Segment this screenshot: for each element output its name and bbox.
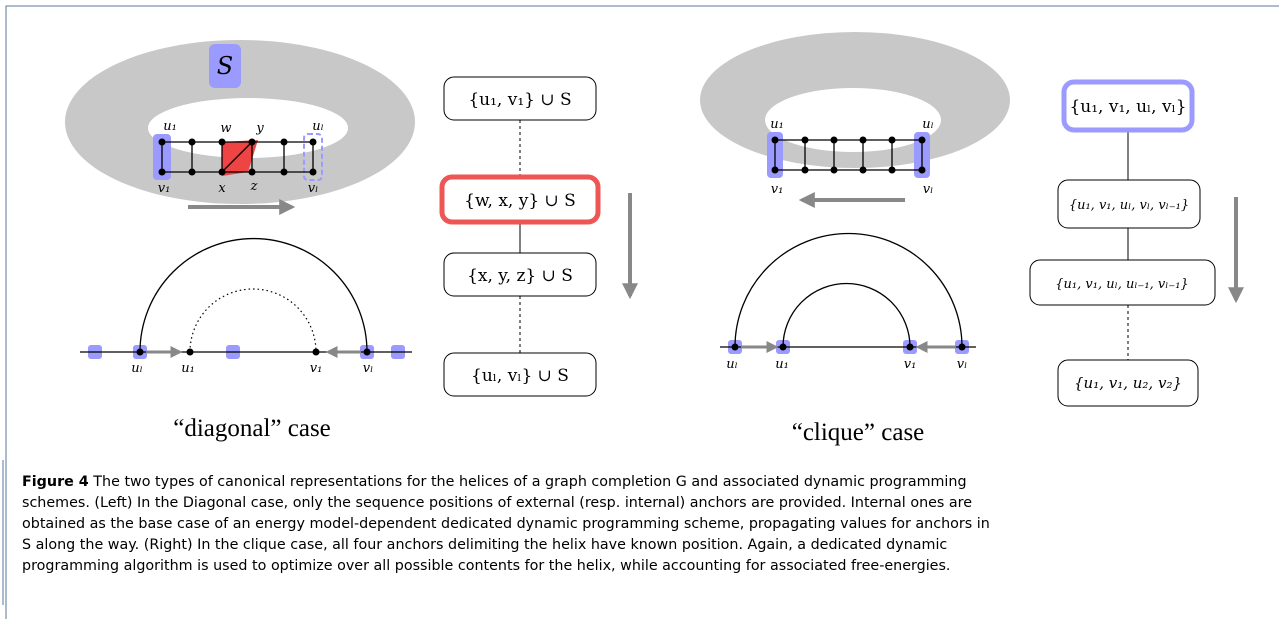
- case-label: “clique” case: [792, 419, 925, 446]
- label: u₁: [163, 119, 177, 134]
- node-box: [1061, 79, 1195, 133]
- label: u₁: [181, 361, 195, 376]
- frame: [5, 5, 1279, 619]
- dots: [731, 343, 966, 351]
- label: uₗ: [312, 119, 324, 134]
- label: v₁: [310, 361, 323, 376]
- node-box: [443, 252, 597, 297]
- label: vₗ: [957, 357, 968, 372]
- node-box: [443, 352, 597, 397]
- label: uₗ: [131, 361, 143, 376]
- label: x: [218, 181, 226, 196]
- node-box: [1057, 179, 1201, 229]
- node-label: {u₁, v₁, uₗ, vₗ}: [1069, 97, 1186, 117]
- label: u₁: [775, 357, 789, 372]
- caption-label: Figure 4: [22, 474, 89, 490]
- node-box: [439, 174, 601, 225]
- label: uₗ: [726, 357, 738, 372]
- arc: [189, 288, 317, 353]
- label: z: [250, 179, 258, 194]
- ring: [700, 32, 1010, 168]
- node-box: [443, 76, 597, 121]
- node-box: [1057, 359, 1199, 407]
- triangle: [222, 140, 258, 176]
- label: vₗ: [308, 181, 319, 196]
- label: v₁: [158, 181, 171, 196]
- label: uₗ: [922, 117, 934, 132]
- set-box: [209, 44, 241, 88]
- arc: [782, 282, 911, 348]
- right-panel: u₁ uₗ v₁ vₗ uₗ u₁ v₁ vₗ “clique” case {u…: [700, 32, 1244, 446]
- caption-line: obtained as the base case of an energy m…: [22, 516, 990, 532]
- case-label: “diagonal” case: [173, 415, 331, 442]
- node-label: {uₗ, vₗ} ∪ S: [471, 366, 569, 386]
- caption-line: programming algorithm is used to optimiz…: [22, 558, 950, 574]
- dots: [136, 348, 371, 356]
- caption-line: S along the way. (Right) In the clique c…: [22, 537, 947, 553]
- ladder-dots: [771, 136, 926, 174]
- node-label: {u₁, v₁, uₗ, uₗ₋₁, vₗ₋₁}: [1055, 277, 1188, 292]
- node-label: {x, y, z} ∪ S: [467, 266, 573, 286]
- set-label: S: [217, 52, 233, 80]
- ladder-dots: [158, 138, 317, 176]
- ring: [64, 39, 415, 205]
- label: v₁: [771, 182, 784, 197]
- ladder: [774, 139, 923, 171]
- caption-line: Figure 4 The two types of canonical repr…: [22, 474, 967, 490]
- left-panel: S u₁ w y uₗ v₁ x z vₗ uₗ u₁ v₁ vₗ “diago…: [64, 39, 638, 442]
- ladder: [161, 141, 314, 173]
- anchor-box: [303, 133, 323, 181]
- caption-text: The two types of canonical representatio…: [89, 474, 967, 490]
- label: u₁: [770, 117, 784, 132]
- label: v₁: [904, 357, 917, 372]
- label: w: [220, 121, 231, 136]
- caption-line: schemes. (Left) In the Diagonal case, on…: [22, 495, 972, 511]
- node-box: [1029, 259, 1216, 306]
- label: vₗ: [923, 182, 934, 197]
- node-label: {u₁, v₁} ∪ S: [468, 90, 571, 110]
- arc: [139, 237, 368, 353]
- node-label: {u₁, v₁, u₂, v₂}: [1074, 374, 1182, 392]
- arc: [734, 232, 963, 348]
- label: y: [255, 121, 264, 136]
- node-label: {w, x, y} ∪ S: [464, 191, 576, 211]
- label: vₗ: [363, 361, 374, 376]
- node-label: {u₁, v₁, uₗ, vₗ, vₗ₋₁}: [1069, 198, 1189, 213]
